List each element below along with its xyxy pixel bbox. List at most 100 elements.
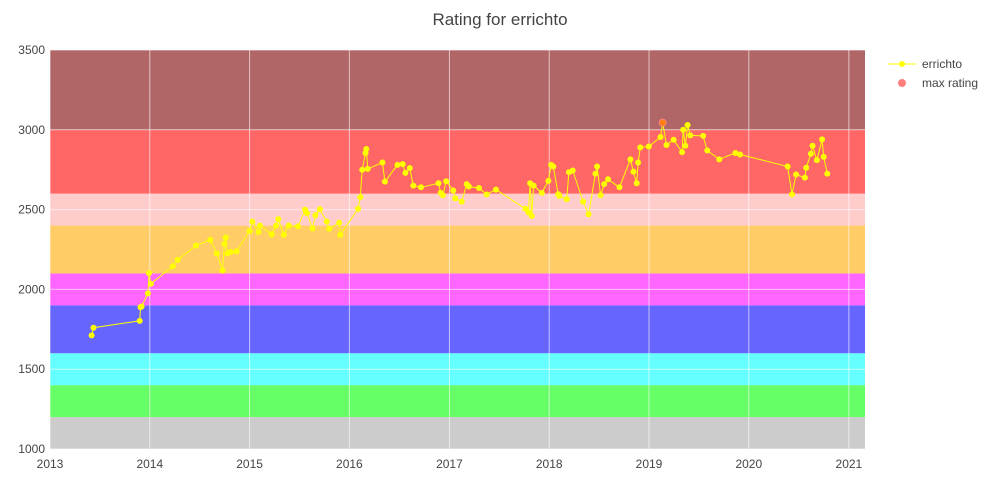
chart-title: Rating for errichto (432, 10, 567, 29)
data-point (379, 159, 386, 166)
data-point (637, 144, 644, 151)
data-point (410, 182, 417, 189)
data-point (169, 263, 176, 270)
data-point (563, 196, 570, 203)
data-point (381, 178, 388, 185)
legend-marker-max-rating (898, 79, 906, 87)
data-point (670, 136, 677, 143)
data-point (550, 163, 557, 170)
rating-band (50, 305, 865, 354)
rating-band (50, 225, 865, 274)
data-point (819, 136, 826, 143)
data-point (246, 228, 253, 235)
data-point (326, 225, 333, 232)
data-point (684, 122, 691, 129)
data-point (475, 185, 482, 192)
data-point (616, 184, 623, 191)
data-point (256, 222, 263, 229)
data-point (580, 198, 587, 205)
data-point (213, 250, 220, 257)
data-point (801, 174, 808, 181)
data-point (452, 195, 459, 202)
data-point (222, 234, 229, 241)
y-tick-label: 3500 (18, 43, 45, 57)
data-point (88, 332, 95, 339)
grid-lines (49, 49, 865, 450)
data-point (597, 192, 604, 199)
data-point (820, 153, 827, 160)
data-point (312, 212, 319, 219)
data-point (336, 219, 343, 226)
data-point (585, 211, 592, 218)
data-point (465, 183, 472, 190)
x-tick-label: 2017 (436, 457, 463, 471)
data-point (528, 212, 535, 219)
x-tick-label: 2021 (836, 457, 863, 471)
data-point (294, 223, 301, 230)
data-point (592, 170, 599, 177)
data-point (355, 205, 362, 212)
data-point (682, 142, 689, 149)
data-point (174, 256, 181, 263)
data-point (363, 145, 370, 152)
x-tick-label: 2016 (336, 457, 363, 471)
rating-band (50, 129, 865, 194)
data-point (605, 176, 612, 183)
data-point (337, 231, 344, 238)
data-point (364, 165, 371, 172)
data-point (249, 218, 256, 225)
data-point (807, 150, 814, 157)
data-point (323, 218, 330, 225)
rating-bands (50, 50, 865, 449)
data-point (147, 280, 154, 287)
data-point (594, 163, 601, 170)
data-point (145, 270, 152, 277)
y-tick-label: 1500 (18, 362, 45, 376)
y-tick-label: 2000 (18, 282, 45, 296)
data-point (138, 303, 145, 310)
data-point (630, 168, 637, 175)
x-tick-label: 2015 (236, 457, 263, 471)
data-point (435, 180, 442, 187)
data-point (784, 163, 791, 170)
y-tick-label: 2500 (18, 203, 45, 217)
data-point (268, 231, 275, 238)
data-point (443, 178, 450, 185)
data-point (824, 170, 831, 177)
data-point (357, 194, 364, 201)
data-point (309, 225, 316, 232)
rating-band (50, 50, 865, 130)
data-point (273, 222, 280, 229)
data-point (418, 184, 425, 191)
data-point (700, 132, 707, 139)
data-point (275, 216, 282, 223)
plot-area (88, 118, 831, 339)
x-tick-label: 2020 (735, 457, 762, 471)
data-point (569, 167, 576, 174)
legend-label-max-rating: max rating (922, 76, 978, 90)
data-point (280, 231, 287, 238)
data-point (633, 180, 640, 187)
data-point (530, 182, 537, 189)
x-tick-label: 2013 (37, 457, 64, 471)
data-point (716, 156, 723, 163)
legend: errichto max rating (888, 57, 978, 90)
data-point (657, 133, 664, 140)
data-point (492, 186, 499, 193)
y-tick-label: 1000 (18, 442, 45, 456)
y-tick-label: 3000 (18, 123, 45, 137)
data-point (219, 267, 226, 274)
x-tick-label: 2018 (536, 457, 563, 471)
data-point (545, 177, 552, 184)
data-point (394, 161, 401, 168)
data-point (406, 165, 413, 172)
data-point (439, 192, 446, 199)
data-point (635, 159, 642, 166)
data-point (255, 228, 262, 235)
data-point (303, 210, 310, 217)
data-point (227, 248, 234, 255)
data-point (813, 157, 820, 164)
data-point (450, 187, 457, 194)
data-point (359, 166, 366, 173)
